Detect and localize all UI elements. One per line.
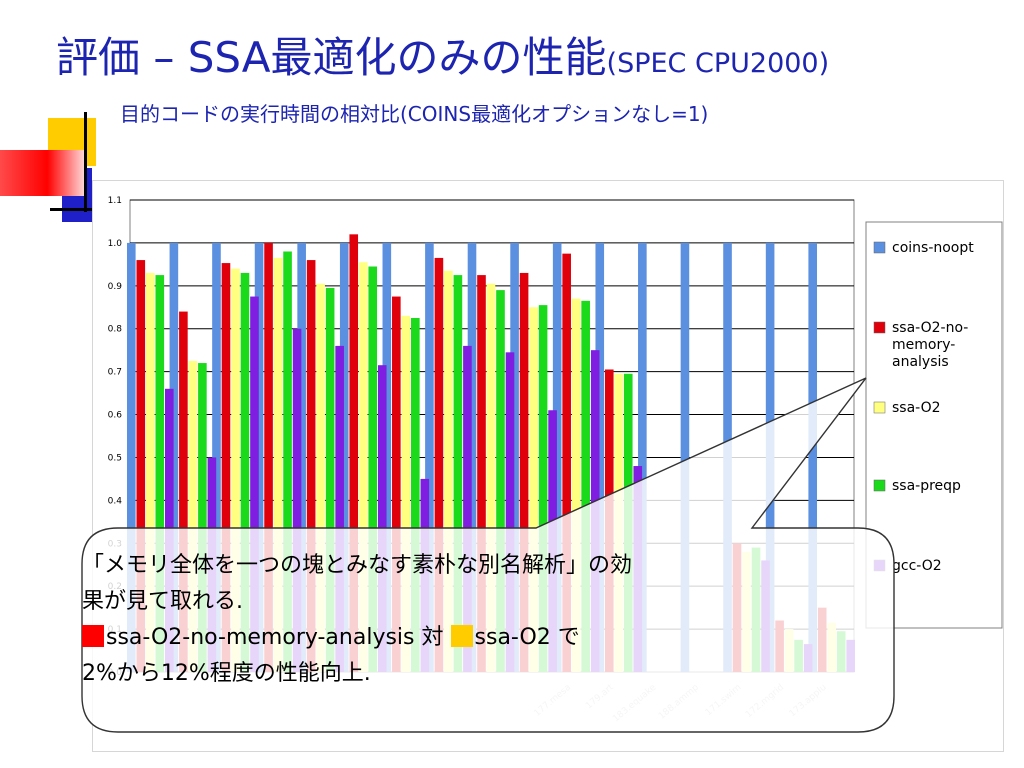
callout-text: 「メモリ全体を一つの塊とみなす素朴な別名解析」の効 果が見て取れる. ssa-O… (82, 548, 882, 692)
title-main: 評価 – SSA最適化のみの性能 (56, 33, 607, 82)
bar-coins-noopt (552, 242, 562, 672)
bar-ssa-O2-no-memory-analysis (519, 272, 529, 672)
callout-bubble (81, 377, 895, 733)
legend-label: ssa-O2 (892, 400, 941, 416)
bar-ssa-preqp (411, 318, 420, 672)
legend-swatch (873, 401, 886, 414)
bar-ssa-preqp (453, 275, 463, 672)
bar-coins-noopt (638, 242, 647, 672)
bar-ssa-O2-no-memory-analysis (434, 257, 444, 672)
bar-coins-noopt (297, 242, 306, 672)
bar-ssa-O2-no-memory-analysis (306, 260, 316, 672)
bar-ssa-preqp (198, 363, 207, 672)
slide-title: 評価 – SSA最適化のみの性能(SPEC CPU2000) (56, 28, 829, 94)
legend-label: ssa-preqp (892, 478, 961, 494)
bar-ssa-preqp (155, 275, 165, 672)
legend-label: analysis (892, 354, 949, 370)
callout-join: 対 (414, 625, 451, 650)
bar-coins-noopt (169, 242, 179, 672)
y-tick-label: 0.8 (108, 325, 123, 335)
bar-gcc-O2 (505, 352, 515, 672)
bar-coins-noopt (382, 242, 392, 672)
bar-ssa-O2 (486, 283, 496, 672)
bar-ssa-preqp (496, 290, 505, 672)
bar-ssa-O2-no-memory-analysis (264, 242, 273, 672)
y-tick-label: 0.7 (108, 368, 122, 378)
legend-swatch (873, 321, 886, 334)
y-tick-label: 0.9 (108, 282, 123, 292)
y-tick-label: 0.5 (108, 453, 122, 463)
callout-shape (81, 377, 895, 733)
bar-ssa-O2-no-memory-analysis (221, 263, 231, 672)
bar-coins-noopt (425, 242, 434, 672)
legend-swatch (873, 241, 886, 254)
y-tick-label: 1.1 (108, 196, 122, 206)
deco-red-gradient (0, 150, 86, 196)
legend-label: ssa-O2-no- (892, 320, 968, 336)
y-tick-label: 0.6 (108, 411, 123, 421)
bar-ssa-O2 (444, 270, 453, 672)
yellow-swatch (450, 625, 473, 647)
bar-ssa-O2 (188, 360, 198, 672)
deco-vertical-line (84, 112, 87, 212)
bar-coins-noopt (808, 242, 818, 672)
slide-subtitle: 目的コードの実行時間の相対比(COINS最適化オプションなし=1) (120, 102, 709, 126)
bar-ssa-O2 (529, 307, 538, 672)
y-tick-label: 1.0 (108, 239, 123, 249)
bar-coins-noopt (254, 242, 264, 672)
bar-gcc-O2 (335, 345, 344, 672)
callout-tail: で (550, 625, 580, 650)
bar-ssa-O2 (401, 315, 411, 672)
bar-ssa-O2 (358, 262, 368, 672)
bar-ssa-O2 (145, 272, 155, 672)
bar-gcc-O2 (250, 296, 259, 672)
bar-ssa-O2-no-memory-analysis (179, 311, 188, 672)
callout-line-4: 2%から12%程度の性能向上. (82, 661, 371, 686)
title-suffix: (SPEC CPU2000) (606, 48, 830, 79)
y-tick-label: 0.4 (108, 496, 123, 506)
bar-coins-noopt (595, 242, 605, 672)
callout-line-1: 「メモリ全体を一つの塊とみなす素朴な別名解析」の効 (82, 553, 633, 578)
callout-series-a: ssa-O2-no-memory-analysis (106, 625, 415, 650)
bar-ssa-O2 (316, 283, 325, 672)
legend-swatch (873, 479, 886, 492)
callout-series-b: ssa-O2 (474, 625, 551, 650)
legend-label: gcc-O2 (892, 558, 942, 574)
bar-coins-noopt (339, 242, 349, 672)
bar-ssa-O2 (571, 298, 581, 672)
callout-line-3: ssa-O2-no-memory-analysis 対 ssa-O2 で (82, 620, 882, 656)
deco-horizontal-line (50, 208, 110, 211)
bar-gcc-O2 (292, 328, 302, 672)
bar-ssa-O2-no-memory-analysis (477, 275, 486, 672)
bar-ssa-preqp (538, 305, 548, 672)
bar-ssa-preqp (240, 272, 250, 672)
bar-ssa-O2 (273, 257, 283, 672)
red-swatch (82, 625, 104, 647)
legend-label: memory- (892, 337, 955, 353)
bar-coins-noopt (467, 242, 477, 672)
bar-ssa-O2-no-memory-analysis (392, 296, 401, 672)
bar-coins-noopt (126, 242, 136, 672)
bar-gcc-O2 (377, 365, 387, 672)
bar-ssa-preqp (368, 266, 378, 672)
bar-coins-noopt (212, 242, 221, 672)
bar-ssa-preqp (325, 287, 335, 672)
bar-coins-noopt (680, 242, 690, 672)
bar-ssa-preqp (283, 251, 292, 672)
bar-ssa-preqp (581, 300, 590, 672)
bar-ssa-O2 (231, 268, 240, 672)
bar-ssa-O2-no-memory-analysis (136, 260, 146, 672)
legend-label: coins-noopt (892, 240, 974, 256)
callout-line-2: 果が見て取れる. (82, 589, 243, 614)
bar-ssa-O2-no-memory-analysis (562, 253, 571, 673)
bar-coins-noopt (510, 242, 519, 672)
bar-ssa-O2-no-memory-analysis (349, 234, 359, 672)
bar-gcc-O2 (463, 345, 472, 672)
